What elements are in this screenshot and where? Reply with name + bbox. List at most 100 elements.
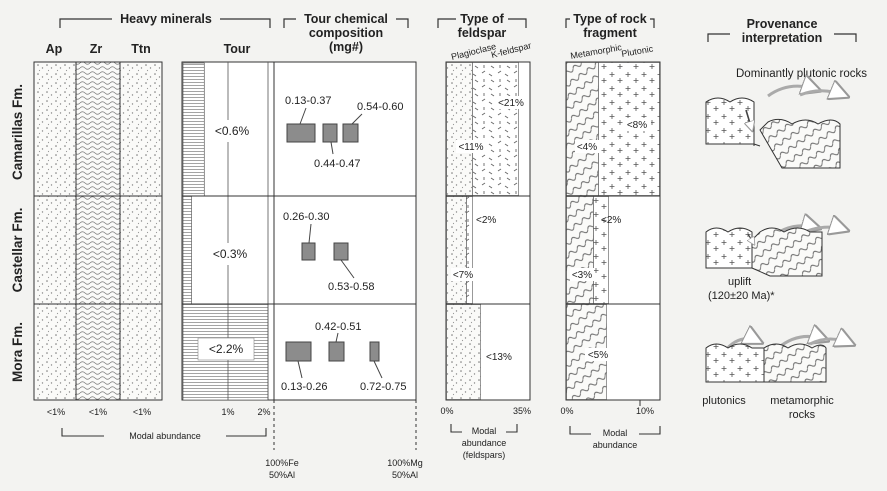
tour-chem-range-label: 0.42-0.51 bbox=[315, 321, 361, 333]
tour-chem-range-label: 0.13-0.26 bbox=[281, 381, 327, 393]
svg-text:Type of: Type of bbox=[460, 12, 504, 26]
tour-chem-box-castellar-1 bbox=[301, 242, 316, 261]
plagioclase-bar-mora bbox=[446, 304, 481, 400]
provenance-sketch-camarillas: Dominantly plutonic rocks bbox=[705, 68, 867, 169]
plagioclase-value-camarillas: <11% bbox=[458, 142, 483, 153]
plutonics-label: plutonics bbox=[702, 395, 746, 407]
tour-chem-axis-right: 100%Mg bbox=[387, 458, 423, 468]
tour-chem-box-camarillas-1 bbox=[286, 123, 316, 143]
metamorphic-value-mora: <5% bbox=[588, 350, 608, 361]
provenance-sketch-castellar: uplift (120±20 Ma)* bbox=[705, 226, 846, 302]
svg-text:abundance: abundance bbox=[462, 438, 507, 448]
ttn-column-label: Ttn bbox=[131, 42, 150, 56]
feldspar-axis-title: Modal abundance (feldspars) bbox=[450, 424, 518, 460]
heavy-minerals-title: Heavy minerals bbox=[120, 12, 212, 26]
zr-max-label: <1% bbox=[89, 407, 107, 417]
metamorphic-bar-camarillas bbox=[566, 62, 599, 196]
ttn-max-label: <1% bbox=[133, 407, 151, 417]
svg-text:feldspar: feldspar bbox=[458, 26, 507, 40]
plagioclase-value-mora: <13% bbox=[486, 352, 512, 363]
plutonic-rocks-label: Dominantly plutonic rocks bbox=[736, 68, 867, 80]
svg-text:Modal: Modal bbox=[603, 428, 628, 438]
svg-text:Type of rock: Type of rock bbox=[573, 12, 646, 26]
metamorphic-rocks-label: metamorphic bbox=[770, 395, 834, 407]
k-feldspar-label: K-feldspar bbox=[490, 40, 532, 60]
tour-chem-header: Tour chemical composition (mg#) bbox=[283, 11, 409, 54]
plagioclase-value-castellar: <7% bbox=[453, 270, 473, 281]
provenance-header: Provenance interpretation bbox=[707, 16, 857, 52]
tour-chem-box-mora-2 bbox=[328, 341, 345, 362]
tour-bar-castellar bbox=[182, 195, 192, 305]
tour-chem-axis-left: 50%Al bbox=[269, 470, 295, 480]
ttn-column bbox=[119, 61, 163, 401]
tour-column: <0.6% <0.3% <2.2% bbox=[181, 61, 275, 401]
metamorphic-value-castellar: <3% bbox=[572, 270, 592, 281]
tour-chem-range-label: 0.13-0.37 bbox=[285, 95, 331, 107]
svg-text:Modal abundance: Modal abundance bbox=[129, 431, 201, 441]
tour-chem-range-label: 0.72-0.75 bbox=[360, 381, 406, 393]
tour-chem-box-camarillas-3 bbox=[342, 123, 359, 143]
tour-value-camarillas: <0.6% bbox=[215, 124, 250, 138]
ap-column bbox=[33, 61, 77, 401]
svg-text:(mg#): (mg#) bbox=[329, 40, 363, 54]
plutonic-label: Plutonic bbox=[621, 43, 655, 58]
tour-chem-range-label: 0.44-0.47 bbox=[314, 158, 360, 170]
tour-chem-range-label: 0.53-0.58 bbox=[328, 281, 374, 293]
heavy-minerals-header: Heavy minerals bbox=[59, 11, 271, 28]
k-feldspar-bar-camarillas bbox=[472, 62, 519, 196]
zr-column-label: Zr bbox=[90, 42, 103, 56]
svg-text:(feldspars): (feldspars) bbox=[463, 450, 506, 460]
tour-tick-2pct: 2% bbox=[257, 407, 270, 417]
k-feldspar-value-castellar: <2% bbox=[476, 215, 496, 226]
metamorphic-rocks-label-2: rocks bbox=[789, 409, 816, 421]
tour-bar-camarillas bbox=[182, 62, 205, 197]
svg-text:Provenance: Provenance bbox=[747, 17, 818, 31]
uplift-age-label: (120±20 Ma)* bbox=[708, 290, 775, 302]
tour-chem-box-mora-3 bbox=[369, 341, 380, 362]
heavy-mineral-columns bbox=[33, 61, 163, 401]
svg-text:fragment: fragment bbox=[583, 26, 637, 40]
provenance-sketch-mora: plutonics metamorphic rocks bbox=[702, 336, 852, 421]
plutonic-value-castellar: <2% bbox=[601, 215, 621, 226]
plutonic-bar-castellar bbox=[593, 196, 609, 304]
svg-text:Tour chemical: Tour chemical bbox=[304, 12, 388, 26]
rock-fragment-axis-title: Modal abundance bbox=[569, 426, 661, 450]
tour-value-castellar: <0.3% bbox=[213, 247, 248, 261]
feldspar-header: Type of feldspar bbox=[437, 11, 527, 40]
feldspar-panel: <21% <11% <2% <7% <13% bbox=[445, 61, 531, 401]
feldspar-tick-35: 35% bbox=[513, 406, 531, 416]
rock-tick-0: 0% bbox=[560, 406, 573, 416]
metamorphic-label: Metamorphic bbox=[570, 42, 623, 61]
feldspar-tick-0: 0% bbox=[440, 406, 453, 416]
modal-abundance-bracket: Modal abundance bbox=[61, 428, 267, 443]
tour-column-label: Tour bbox=[224, 42, 251, 56]
tour-chem-range-label: 0.54-0.60 bbox=[357, 101, 403, 113]
metamorphic-value-camarillas: <4% bbox=[577, 142, 597, 153]
ap-column-label: Ap bbox=[46, 42, 63, 56]
uplift-label: uplift bbox=[728, 276, 751, 288]
tour-chem-box-mora-1 bbox=[285, 341, 312, 362]
tour-chem-box-castellar-2 bbox=[333, 242, 349, 261]
ap-max-label: <1% bbox=[47, 407, 65, 417]
formation-label-castellar: Castellar Fm. bbox=[10, 208, 25, 293]
zr-column bbox=[75, 61, 121, 401]
plagioclase-bar-camarillas bbox=[446, 62, 473, 196]
tour-chem-axis-left: 100%Fe bbox=[265, 458, 299, 468]
plagioclase-bar-castellar bbox=[446, 196, 467, 304]
svg-text:interpretation: interpretation bbox=[742, 31, 823, 45]
tour-chem-axis-right: 50%Al bbox=[392, 470, 418, 480]
rock-fragment-panel: <8% <4% <2% <3% <5% bbox=[565, 61, 661, 406]
k-feldspar-value-camarillas: <21% bbox=[498, 98, 524, 109]
k-feldspar-bar-castellar bbox=[466, 196, 473, 304]
tour-chem-range-label: 0.26-0.30 bbox=[283, 211, 329, 223]
tour-value-mora: <2.2% bbox=[209, 342, 244, 356]
formation-label-mora: Mora Fm. bbox=[10, 322, 25, 382]
svg-text:Modal: Modal bbox=[472, 426, 497, 436]
formation-label-camarillas: Camarillas Fm. bbox=[10, 84, 25, 180]
plutonic-value-camarillas: <8% bbox=[627, 120, 647, 131]
svg-text:composition: composition bbox=[309, 26, 383, 40]
metamorphic-bar-castellar bbox=[566, 196, 594, 304]
rock-tick-10: 10% bbox=[636, 406, 654, 416]
